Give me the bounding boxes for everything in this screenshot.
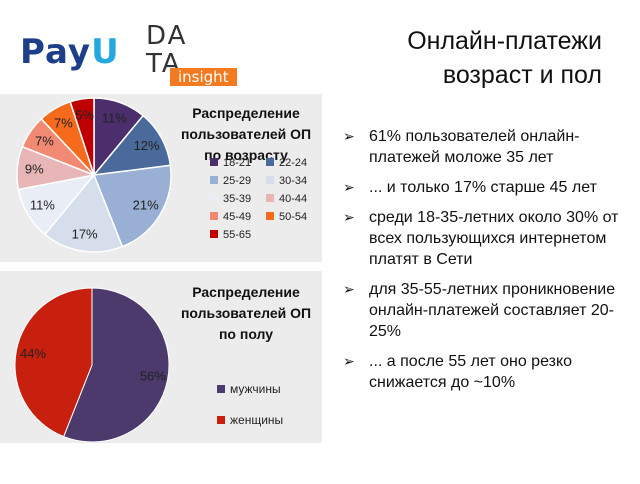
gender-chart-panel: 56% 44% Распределение пользователей ОП по по…	[0, 271, 322, 443]
bullet-item: ➢ для 35-55-летних проникновение онлайн-п…	[343, 279, 633, 342]
legend-label: 40-44	[279, 193, 307, 205]
legend-swatch	[266, 158, 274, 166]
data-label: 56%	[140, 369, 166, 384]
pie-slice-55-65	[69, 97, 95, 176]
data-label: 11%	[30, 198, 55, 213]
data-label: 12%	[134, 138, 160, 153]
bullet-item: ➢ 61% пользователей онлайн-платежей молож…	[343, 126, 633, 168]
insight-tag: insight	[170, 68, 237, 86]
chart-title-line: по полу	[219, 326, 273, 342]
data-insight-logo: DA TA insight	[140, 22, 240, 86]
bullet-text: среди 18-35-летних около 30% от всех пол…	[369, 209, 619, 268]
legend-swatch	[266, 194, 274, 202]
legend-label: 45-49	[223, 211, 251, 223]
legend-label: 18-21	[223, 157, 251, 169]
bullet-text: для 35-55-летних проникновение онлайн-пл…	[369, 281, 616, 340]
legend-label: 25-29	[223, 175, 251, 187]
legend-label: 35-39	[223, 193, 251, 205]
legend-swatch	[210, 194, 218, 202]
bullet-item: ➢ среди 18-35-летних около 30% от всех по…	[343, 207, 633, 270]
data-label: 44%	[20, 346, 46, 361]
legend-label: 50-54	[279, 211, 307, 223]
data-letter: A	[167, 21, 188, 51]
pie-slice-женщины	[14, 287, 93, 438]
legend-swatch	[210, 158, 218, 166]
data-letter: D	[146, 21, 168, 51]
slide-title-line1: Онлайн-платежи	[407, 27, 602, 55]
legend-label: женщины	[230, 413, 283, 427]
bullet-arrow-icon: ➢	[343, 209, 355, 225]
data-label: 11%	[102, 111, 127, 126]
pie-slice-мужчины	[63, 287, 170, 443]
bullet-list: ➢ 61% пользователей онлайн-платежей молож…	[343, 126, 633, 402]
legend-label: 55-65	[223, 229, 251, 241]
bullet-arrow-icon: ➢	[343, 179, 355, 195]
legend-label: 22-24	[279, 157, 307, 169]
legend-label: мужчины	[230, 382, 281, 396]
legend-swatch	[217, 385, 225, 393]
bullet-text: ... а после 55 лет оно резко снижается д…	[369, 353, 573, 391]
payu-logo: PayU	[20, 32, 120, 72]
legend-swatch	[266, 176, 274, 184]
data-letters: DA TA	[146, 22, 187, 78]
bullet-arrow-icon: ➢	[343, 353, 355, 369]
legend-label: 30-34	[279, 175, 307, 187]
payu-logo-text: PayU	[20, 32, 120, 72]
gender-pie-chart: 56% 44% Распределение пользователей ОП по по…	[14, 284, 311, 443]
bullet-text: 61% пользователей онлайн-платежей моложе…	[369, 128, 580, 166]
chart-title-line: Распределение	[192, 284, 300, 300]
legend-swatch	[210, 212, 218, 220]
chart-title-line: Распределение	[192, 105, 300, 121]
legend-swatch	[210, 176, 218, 184]
bullet-item: ➢ ... а после 55 лет оно резко снижается …	[343, 351, 633, 393]
bullet-arrow-icon: ➢	[343, 128, 355, 144]
bullet-item: ➢ ... и только 17% старше 45 лет	[343, 177, 633, 198]
data-label: 17%	[72, 226, 98, 241]
data-label: 7%	[35, 133, 54, 148]
age-chart-panel: 11% 12% 21% 17% 11% 9% 7% 7% 5% Распределение поль…	[0, 94, 322, 262]
data-label: 5%	[75, 108, 94, 123]
payu-logo-pay: Pay	[20, 32, 92, 72]
bullet-text: ... и только 17% старше 45 лет	[369, 179, 597, 196]
bullet-arrow-icon: ➢	[343, 281, 355, 297]
chart-title-line: пользователей ОП	[181, 126, 311, 142]
pie-slice-30-34	[43, 173, 124, 253]
slide-title-line2: возраст и пол	[442, 61, 602, 89]
data-label: 9%	[25, 161, 44, 176]
legend-swatch	[210, 230, 218, 238]
payu-logo-u: U	[91, 32, 120, 72]
pie-slice-25-29	[92, 164, 172, 248]
legend-swatch	[217, 416, 225, 424]
legend-swatch	[266, 212, 274, 220]
data-label: 21%	[133, 198, 159, 213]
data-label: 7%	[54, 115, 73, 130]
age-pie-chart: 11%12%21%17%11%9%7%7%5% Распределениеполь…	[16, 97, 311, 253]
chart-title-line: пользователей ОП	[181, 305, 311, 321]
data-letter: T	[146, 49, 162, 79]
slide-title: Онлайн-платежи возраст и пол	[407, 24, 602, 92]
